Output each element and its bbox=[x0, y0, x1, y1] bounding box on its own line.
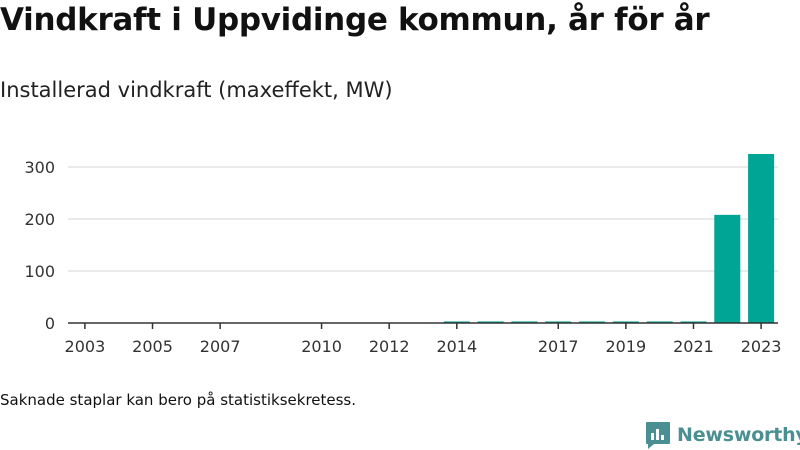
bar-2014 bbox=[443, 321, 470, 323]
x-tick-label: 2014 bbox=[436, 337, 477, 356]
footnote: Saknade staplar kan bero på statistiksek… bbox=[0, 391, 357, 409]
chart-subtitle: Installerad vindkraft (maxeffekt, MW) bbox=[0, 78, 393, 102]
bars bbox=[443, 154, 775, 323]
newsworthy-logo-icon bbox=[646, 421, 670, 449]
chart-title: Vindkraft i Uppvidinge kommun, år för år bbox=[0, 2, 710, 38]
x-tick-label: 2010 bbox=[301, 337, 342, 356]
y-tick-label: 300 bbox=[24, 158, 55, 177]
grid-lines bbox=[68, 166, 778, 272]
bar-2017 bbox=[545, 321, 572, 323]
bar-2023 bbox=[748, 154, 775, 323]
y-tick-label: 0 bbox=[45, 314, 55, 333]
x-tick-label: 2012 bbox=[369, 337, 410, 356]
bar-2018 bbox=[579, 321, 606, 323]
bar-2022 bbox=[714, 214, 741, 323]
y-tick-label: 200 bbox=[24, 210, 55, 229]
x-axis-ticks: 2003 2005 2007 2010 2012 2014 2017 2019 2021 2023 bbox=[65, 323, 782, 356]
bar-2021 bbox=[680, 321, 707, 323]
brand-name: Newsworthy bbox=[677, 424, 800, 446]
brand[interactable]: Newsworthy bbox=[645, 420, 800, 450]
bar-2015 bbox=[477, 321, 504, 323]
x-tick-label: 2005 bbox=[132, 337, 173, 356]
y-axis-ticks: 0 100 200 300 bbox=[24, 158, 55, 333]
x-tick-label: 2017 bbox=[538, 337, 579, 356]
x-tick-label: 2023 bbox=[741, 337, 782, 356]
x-tick-label: 2021 bbox=[673, 337, 714, 356]
bar-2020 bbox=[646, 321, 673, 323]
bar-2019 bbox=[612, 321, 639, 323]
x-tick-label: 2007 bbox=[200, 337, 241, 356]
x-tick-label: 2003 bbox=[65, 337, 106, 356]
x-tick-label: 2019 bbox=[605, 337, 646, 356]
bar-2016 bbox=[511, 321, 538, 323]
y-tick-label: 100 bbox=[24, 262, 55, 281]
